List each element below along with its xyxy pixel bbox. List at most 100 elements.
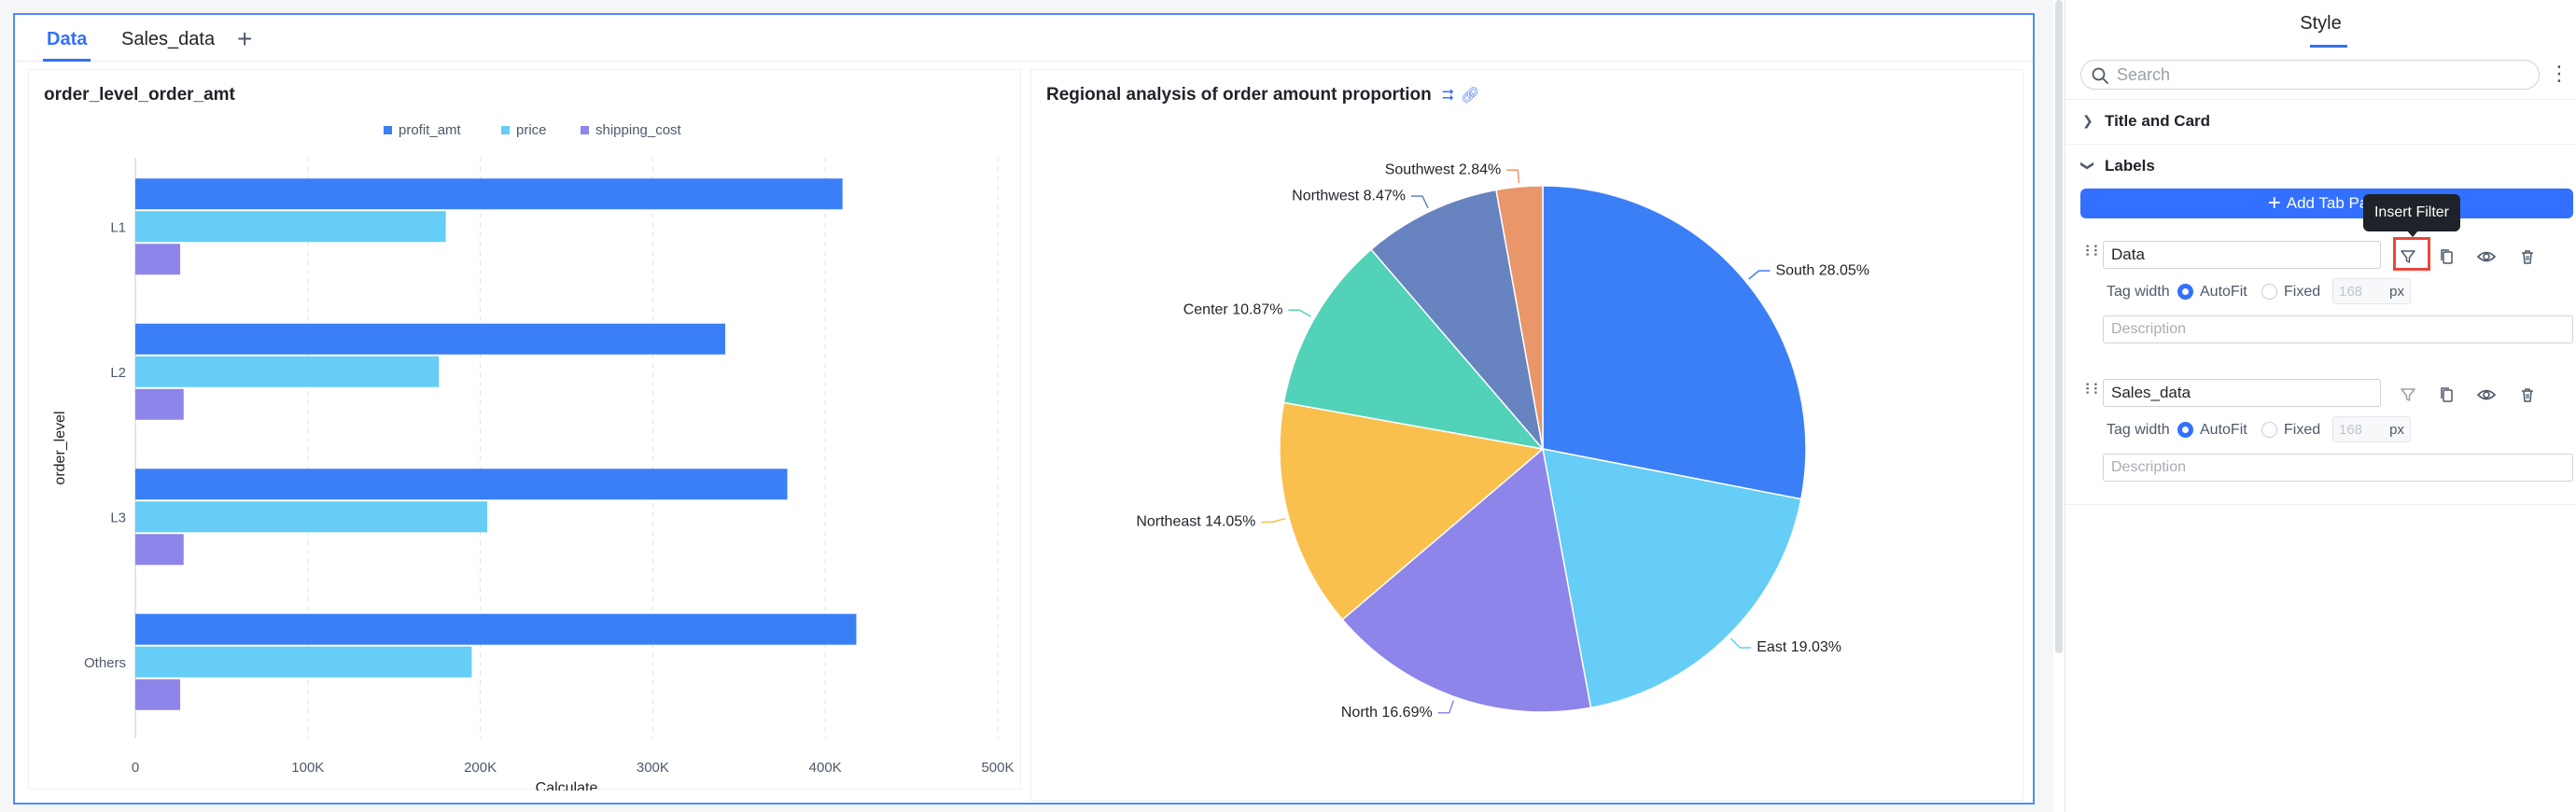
fixed-label[interactable]: Fixed	[2284, 284, 2321, 300]
bar	[135, 534, 184, 566]
trash-icon[interactable]	[2517, 385, 2538, 405]
bar	[135, 323, 726, 355]
pie-leader-line	[1410, 195, 1429, 209]
pie-chart-title-row: Regional analysis of order amount propor…	[1046, 85, 1479, 105]
section-title-and-card-label: Title and Card	[2105, 112, 2211, 130]
legend-label: profit_amt	[399, 122, 462, 138]
bar	[135, 211, 446, 243]
copy-icon[interactable]	[2437, 385, 2457, 405]
x-tick-label: 200K	[464, 760, 497, 776]
legend-label: price	[516, 122, 547, 138]
chevron-down-icon: ❯	[2080, 160, 2096, 172]
y-tick-label: L3	[110, 511, 126, 526]
more-options-icon[interactable]: ⋮	[2549, 62, 2569, 85]
filter-icon[interactable]	[2398, 246, 2418, 267]
panel-title[interactable]: Style	[2300, 13, 2342, 34]
y-tick-label: L1	[110, 220, 126, 236]
insert-filter-tooltip: Insert Filter	[2363, 194, 2460, 231]
add-tab-page-label: Add Tab Page	[2286, 194, 2387, 212]
fixed-radio[interactable]	[2261, 422, 2277, 438]
tab-name-input[interactable]	[2103, 241, 2381, 269]
tab-data[interactable]: Data	[42, 22, 91, 62]
pie-slice-label: East 19.03%	[1757, 639, 1841, 655]
section-title-and-card[interactable]: ❯ Title and Card	[2065, 99, 2576, 144]
pie-leader-line	[1437, 700, 1455, 714]
add-tab-page-button[interactable]: + Add Tab Page	[2080, 189, 2573, 218]
tag-width-input[interactable]: 168 px	[2332, 278, 2411, 304]
filter-icon[interactable]	[2398, 385, 2418, 405]
section-labels[interactable]: ❯ Labels	[2065, 144, 2576, 189]
legend-swatch	[501, 126, 510, 134]
autofit-label[interactable]: AutoFit	[2200, 284, 2247, 300]
copy-icon[interactable]	[2437, 246, 2457, 267]
description-input[interactable]	[2103, 315, 2573, 343]
tag-width-input[interactable]: 168 px	[2332, 416, 2411, 442]
pie-slice	[1542, 185, 1807, 500]
pie-leader-line	[1729, 637, 1752, 649]
bar	[135, 646, 472, 678]
x-axis-title: Calculate	[536, 780, 598, 791]
description-input[interactable]	[2103, 454, 2573, 482]
search-input[interactable]	[2117, 64, 2527, 85]
pie-slice	[1542, 448, 1802, 709]
tab-sales-data[interactable]: Sales_data	[121, 29, 216, 49]
bar-chart: profit_amt price shipping_cost 0 100K 200K 300…	[52, 122, 1015, 791]
fixed-label[interactable]: Fixed	[2284, 422, 2321, 438]
drill-icon[interactable]: ⮆	[1442, 88, 1454, 104]
pie-slice	[1341, 447, 1592, 713]
pie-leader-line	[1748, 270, 1771, 280]
plus-icon: +	[2267, 190, 2281, 216]
search-box[interactable]	[2080, 60, 2540, 90]
legend-swatch	[384, 126, 392, 134]
tab-bar: Data Sales_data +	[15, 15, 2033, 62]
dashboard-canvas: Data Sales_data + profit_amt price shippin…	[13, 13, 2035, 805]
bar-chart-title: order_level_order_amt	[44, 85, 235, 105]
autofit-radio[interactable]	[2177, 284, 2193, 300]
autofit-label[interactable]: AutoFit	[2200, 422, 2247, 438]
pie-leader-line	[1261, 517, 1286, 524]
fixed-radio[interactable]	[2261, 284, 2277, 300]
pie-slice-label: South 28.05%	[1775, 262, 1869, 278]
bar-chart-card[interactable]: profit_amt price shipping_cost 0 100K 200K 300…	[28, 69, 1021, 791]
bar	[135, 679, 181, 710]
eye-icon[interactable]	[2476, 246, 2497, 267]
tag-width-label: Tag width	[2107, 422, 2170, 438]
drag-handle-icon[interactable]: ⠇⠇	[2084, 245, 2104, 260]
divider	[2065, 504, 2576, 505]
panel-title-underline	[2310, 45, 2347, 48]
bar	[135, 501, 487, 533]
bar	[135, 244, 181, 275]
pie-slice	[1369, 189, 1545, 452]
x-tick-label: 0	[132, 760, 139, 776]
tag-width-value: 168	[2339, 284, 2363, 300]
trash-icon[interactable]	[2517, 246, 2538, 267]
x-tick-label: 400K	[809, 760, 842, 776]
pie-chart: South 28.05% East 19.03% North 16.69% North…	[1136, 161, 1869, 721]
tab-config-row: ⠇⠇ Tag width AutoFit Fixed 168 px	[2065, 377, 2576, 498]
pie-slice-label: Northeast 14.05%	[1136, 514, 1255, 530]
pie-chart-card[interactable]: South 28.05% East 19.03% North 16.69% North…	[1030, 69, 2023, 801]
tag-width-label: Tag width	[2107, 284, 2170, 300]
link-icon[interactable]: 🔗︎	[1461, 88, 1480, 104]
x-tick-label: 500K	[981, 760, 1014, 776]
eye-icon[interactable]	[2476, 385, 2497, 405]
add-tab-icon[interactable]: +	[237, 24, 253, 53]
section-labels-label: Labels	[2105, 157, 2155, 175]
tag-width-unit: px	[2389, 422, 2404, 438]
pie-leader-line	[1506, 169, 1520, 184]
tab-config-row: ⠇⠇ Tag width AutoFit Fixed 168 px	[2065, 239, 2576, 360]
drag-handle-icon[interactable]: ⠇⠇	[2084, 383, 2104, 399]
canvas-scrollbar[interactable]	[2055, 0, 2063, 653]
y-tick-label: Others	[84, 655, 126, 671]
pie-leader-line	[1288, 309, 1311, 317]
pie-slice	[1495, 185, 1544, 450]
tooltip-arrow	[2406, 230, 2419, 237]
tab-container[interactable]: Data Sales_data + profit_amt price shippin…	[13, 13, 2035, 805]
pie-slice	[1282, 248, 1545, 451]
panel-header: Style	[2065, 0, 2576, 52]
search-icon	[2092, 67, 2108, 84]
autofit-radio[interactable]	[2177, 422, 2193, 438]
tag-width-unit: px	[2389, 284, 2404, 300]
pie-slice	[1279, 401, 1545, 621]
tab-name-input[interactable]	[2103, 379, 2381, 407]
